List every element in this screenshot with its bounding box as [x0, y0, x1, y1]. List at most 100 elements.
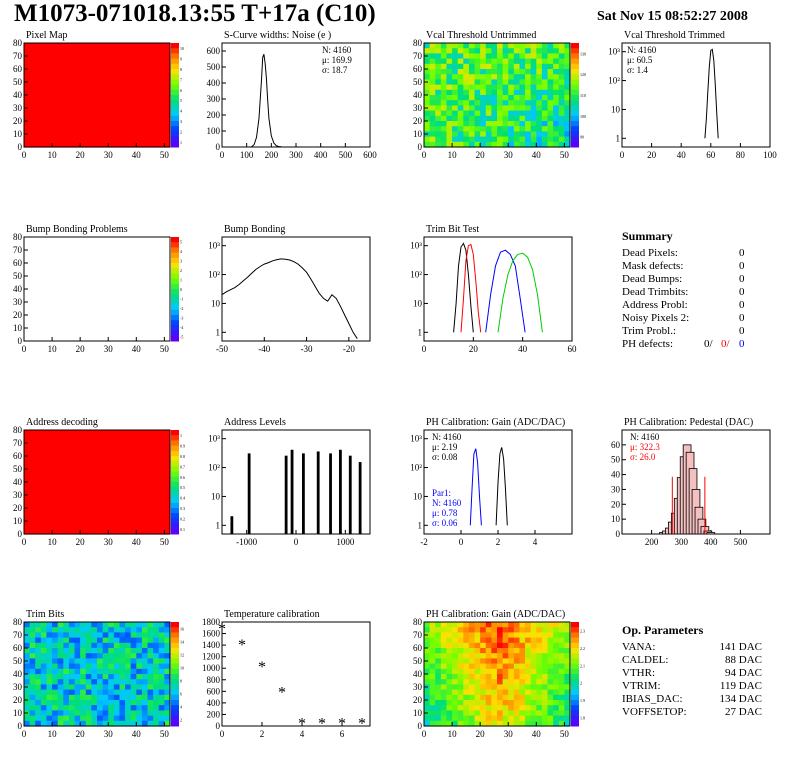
heatmap-cell: [474, 663, 481, 670]
heatmap-cell: [435, 121, 442, 127]
heatmap-cell: [97, 476, 104, 483]
palette-step: [171, 58, 179, 65]
heatmap-cell: [553, 684, 560, 691]
heatmap-cell: [525, 648, 532, 654]
heatmap-cell: [130, 694, 137, 701]
heatmap-cell: [491, 720, 498, 727]
heatmap-cell: [153, 105, 160, 112]
x-tick-label: 0: [22, 344, 27, 354]
heatmap-cell: [497, 689, 504, 696]
heatmap-cell: [429, 632, 436, 639]
heatmap-cell: [536, 121, 543, 127]
x-tick-label: 50: [160, 344, 170, 354]
heatmap-cell: [536, 674, 543, 680]
heatmap-cell: [63, 461, 70, 467]
heatmap-cell: [136, 126, 143, 132]
heatmap-cell: [553, 694, 560, 701]
heatmap-cell: [463, 663, 470, 670]
y-tick-label: 30: [413, 682, 423, 692]
heatmap-cell: [85, 48, 92, 54]
heatmap-cell: [68, 648, 76, 654]
heatmap-cell: [57, 523, 64, 530]
heatmap-cell: [119, 48, 126, 54]
heatmap-cell: [97, 705, 104, 711]
heatmap-cell: [35, 705, 42, 711]
heatmap-cell: [74, 627, 81, 633]
heatmap-cell: [35, 715, 42, 722]
y-tick-label: 60: [413, 643, 423, 653]
heatmap-cell: [164, 58, 171, 65]
heatmap-cell: [164, 513, 171, 519]
heatmap-cell: [153, 126, 160, 132]
heatmap-cell: [63, 513, 70, 519]
summary-label: PH defects:: [622, 338, 674, 350]
heatmap-cell: [97, 63, 104, 70]
heatmap-cell: [485, 663, 492, 670]
heatmap-cell: [452, 69, 459, 75]
heatmap-cell: [541, 622, 549, 628]
heatmap-cell: [57, 476, 64, 483]
heatmap-cell: [541, 648, 549, 654]
heatmap-cell: [468, 63, 476, 70]
heatmap-cell: [35, 513, 42, 519]
heatmap-cell: [108, 476, 115, 483]
x-tick-label: 500: [734, 537, 748, 547]
heatmap-cell: [125, 642, 132, 649]
heatmap-cell: [424, 642, 431, 649]
heatmap-cell: [119, 715, 126, 722]
heatmap-cell: [164, 637, 171, 644]
palette-tick-label: 0.7: [180, 464, 185, 469]
heatmap-cell: [102, 131, 109, 138]
palette-step: [171, 528, 179, 535]
palette-step: [171, 435, 179, 441]
palette-tick-label: 10: [180, 666, 184, 671]
heatmap-cell: [24, 476, 31, 483]
heatmap-cell: [147, 43, 154, 49]
heatmap-cell: [429, 74, 436, 80]
palette-step: [171, 440, 179, 447]
heatmap-cell: [24, 121, 31, 127]
heatmap-cell: [485, 658, 492, 665]
heatmap-cell: [130, 131, 137, 138]
palette-step: [171, 242, 179, 248]
palette-step: [171, 141, 179, 148]
heatmap-cell: [424, 674, 431, 680]
heatmap-cell: [125, 518, 132, 525]
heatmap-cell: [97, 679, 104, 685]
heatmap-cell: [68, 668, 76, 675]
palette-tick-label: 4: [180, 705, 182, 710]
x-tick-label: 10: [48, 344, 58, 354]
palette-tick-label: 4: [180, 109, 182, 114]
heatmap-cell: [429, 684, 436, 691]
heatmap-cell: [52, 523, 59, 530]
heatmap-cell: [125, 110, 132, 117]
heatmap-cell: [141, 79, 149, 86]
heatmap-cell: [513, 684, 521, 691]
heatmap-cell: [158, 705, 165, 711]
heatmap-cell: [52, 653, 59, 659]
heatmap-cell: [130, 523, 137, 530]
heatmap-cell: [80, 435, 87, 441]
heatmap-cell: [491, 126, 498, 132]
heatmap-cell: [113, 627, 121, 633]
heatmap-cell: [29, 53, 36, 60]
heatmap-cell: [480, 663, 487, 670]
param-label: CALDEL:: [622, 654, 669, 666]
heatmap-cell: [147, 508, 154, 514]
heatmap-cell: [119, 689, 126, 696]
heatmap-cell: [108, 450, 115, 457]
heatmap-cell: [564, 115, 571, 122]
heatmap-cell: [153, 110, 160, 117]
heatmap-cell: [435, 648, 442, 654]
heatmap-cell: [40, 63, 48, 70]
heatmap-cell: [547, 53, 554, 60]
heatmap-cell: [553, 69, 560, 75]
x-tick-label: 50: [160, 150, 170, 160]
heatmap-cell: [68, 518, 76, 525]
heatmap-cell: [80, 632, 87, 639]
heatmap-cell: [91, 653, 98, 659]
heatmap-cell: [508, 63, 515, 70]
heatmap-cell: [74, 679, 81, 685]
heatmap-cell: [91, 632, 98, 639]
heatmap-cell: [497, 668, 504, 675]
